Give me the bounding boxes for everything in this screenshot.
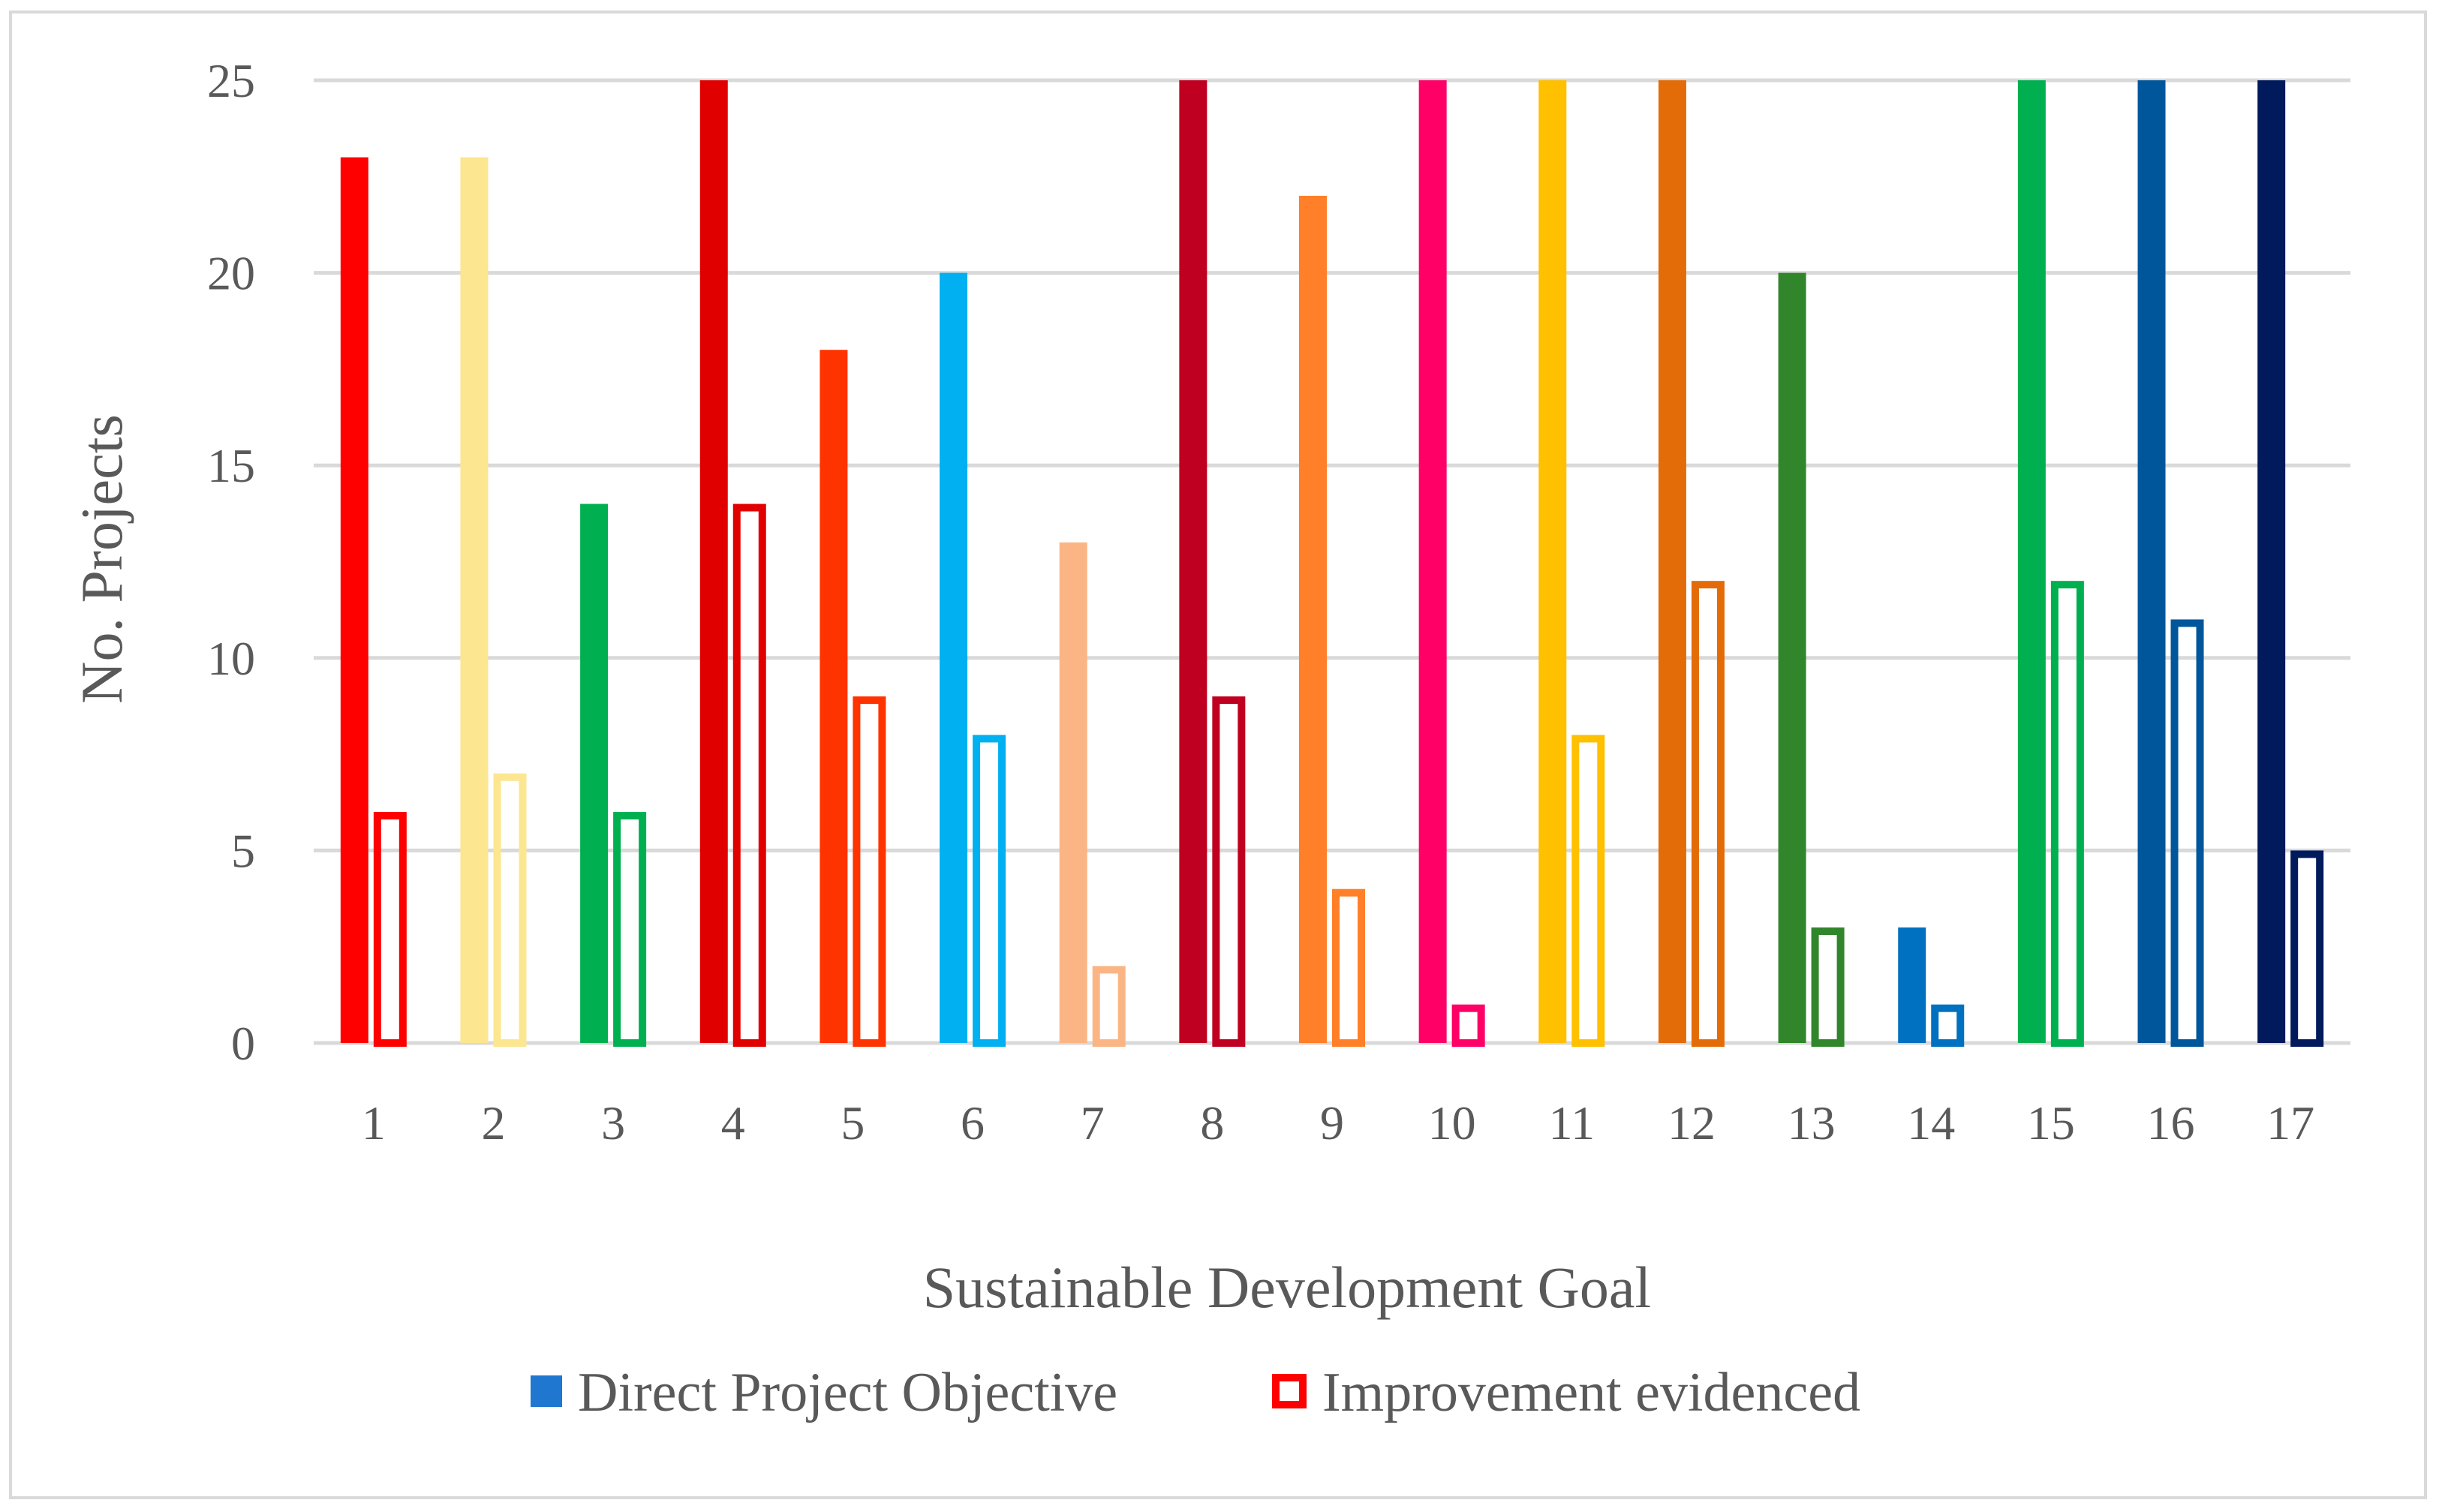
legend-swatch-improvement-evidenced bbox=[1272, 1374, 1307, 1408]
y-axis-label: No. Projects bbox=[69, 414, 134, 704]
legend-label-direct-objective: Direct Project Objective bbox=[578, 1362, 1117, 1423]
bar-improvement-evidenced-5 bbox=[853, 696, 886, 1047]
x-tick-15: 15 bbox=[2027, 1096, 2075, 1150]
bar-improvement-evidenced-2 bbox=[493, 773, 527, 1047]
x-tick-6: 6 bbox=[961, 1096, 985, 1150]
y-tick-0: 0 bbox=[231, 1017, 255, 1070]
y-tick-15: 15 bbox=[207, 439, 255, 492]
bar-improvement-evidenced-17 bbox=[2290, 850, 2324, 1048]
x-tick-3: 3 bbox=[601, 1096, 625, 1150]
x-tick-17: 17 bbox=[2266, 1096, 2314, 1150]
bar-improvement-evidenced-15 bbox=[2050, 581, 2084, 1047]
x-tick-10: 10 bbox=[1428, 1096, 1476, 1150]
bar-direct-objective-5 bbox=[820, 350, 848, 1043]
bar-direct-objective-3 bbox=[580, 503, 609, 1043]
legend-label-improvement-evidenced: Improvement evidenced bbox=[1322, 1362, 1860, 1423]
y-tick-5: 5 bbox=[231, 824, 255, 877]
chart-frame bbox=[9, 11, 2427, 1499]
x-tick-1: 1 bbox=[362, 1096, 386, 1150]
bar-improvement-evidenced-4 bbox=[732, 503, 766, 1047]
bar-improvement-evidenced-14 bbox=[1931, 1004, 1965, 1048]
legend-swatch-direct-objective bbox=[531, 1375, 562, 1407]
y-tick-labels: 0 5 10 15 20 25 bbox=[207, 54, 255, 1070]
x-tick-7: 7 bbox=[1081, 1096, 1105, 1150]
x-tick-9: 9 bbox=[1320, 1096, 1344, 1150]
bar-improvement-evidenced-9 bbox=[1332, 888, 1365, 1047]
bar-direct-objective-9 bbox=[1299, 195, 1327, 1044]
bar-improvement-evidenced-7 bbox=[1092, 966, 1126, 1047]
x-tick-12: 12 bbox=[1668, 1096, 1716, 1150]
y-tick-20: 20 bbox=[207, 247, 255, 300]
bar-direct-objective-2 bbox=[460, 157, 489, 1043]
x-tick-14: 14 bbox=[1907, 1096, 1955, 1150]
bar-improvement-evidenced-16 bbox=[2170, 619, 2204, 1047]
bar-direct-objective-6 bbox=[940, 272, 968, 1044]
bar-direct-objective-1 bbox=[340, 157, 368, 1043]
x-tick-8: 8 bbox=[1200, 1096, 1224, 1150]
bar-improvement-evidenced-6 bbox=[973, 735, 1006, 1047]
y-tick-10: 10 bbox=[207, 632, 255, 685]
bar-improvement-evidenced-1 bbox=[373, 812, 407, 1047]
legend: Direct Project Objective Improvement evi… bbox=[531, 1362, 1860, 1423]
bar-direct-objective-12 bbox=[1658, 80, 1686, 1043]
bars-group bbox=[340, 80, 2324, 1048]
x-tick-11: 11 bbox=[1548, 1096, 1595, 1150]
bar-direct-objective-13 bbox=[1778, 272, 1806, 1044]
bar-direct-objective-10 bbox=[1418, 80, 1447, 1043]
x-tick-2: 2 bbox=[481, 1096, 505, 1150]
bar-direct-objective-14 bbox=[1898, 927, 1926, 1043]
bar-direct-objective-15 bbox=[2017, 80, 2046, 1043]
y-tick-25: 25 bbox=[207, 54, 255, 107]
bar-improvement-evidenced-13 bbox=[1811, 927, 1845, 1048]
bar-improvement-evidenced-3 bbox=[613, 812, 647, 1047]
bar-improvement-evidenced-12 bbox=[1691, 581, 1725, 1047]
bar-improvement-evidenced-11 bbox=[1571, 735, 1605, 1047]
x-tick-5: 5 bbox=[841, 1096, 865, 1150]
gridlines bbox=[314, 78, 2350, 1045]
bar-direct-objective-17 bbox=[2257, 80, 2286, 1043]
bar-direct-objective-11 bbox=[1538, 80, 1567, 1043]
x-tick-16: 16 bbox=[2147, 1096, 2195, 1150]
x-tick-labels: 1 2 3 4 5 6 7 8 9 10 11 12 13 14 15 16 17 bbox=[362, 1096, 2314, 1150]
bar-direct-objective-16 bbox=[2137, 80, 2166, 1043]
bar-direct-objective-8 bbox=[1179, 80, 1207, 1043]
x-tick-4: 4 bbox=[721, 1096, 745, 1150]
x-tick-13: 13 bbox=[1788, 1096, 1836, 1150]
x-axis-label: Sustainable Development Goal bbox=[923, 1255, 1651, 1320]
bar-direct-objective-4 bbox=[699, 80, 728, 1043]
bar-direct-objective-7 bbox=[1059, 542, 1087, 1043]
bar-improvement-evidenced-10 bbox=[1451, 1004, 1485, 1048]
bar-improvement-evidenced-8 bbox=[1212, 696, 1246, 1047]
